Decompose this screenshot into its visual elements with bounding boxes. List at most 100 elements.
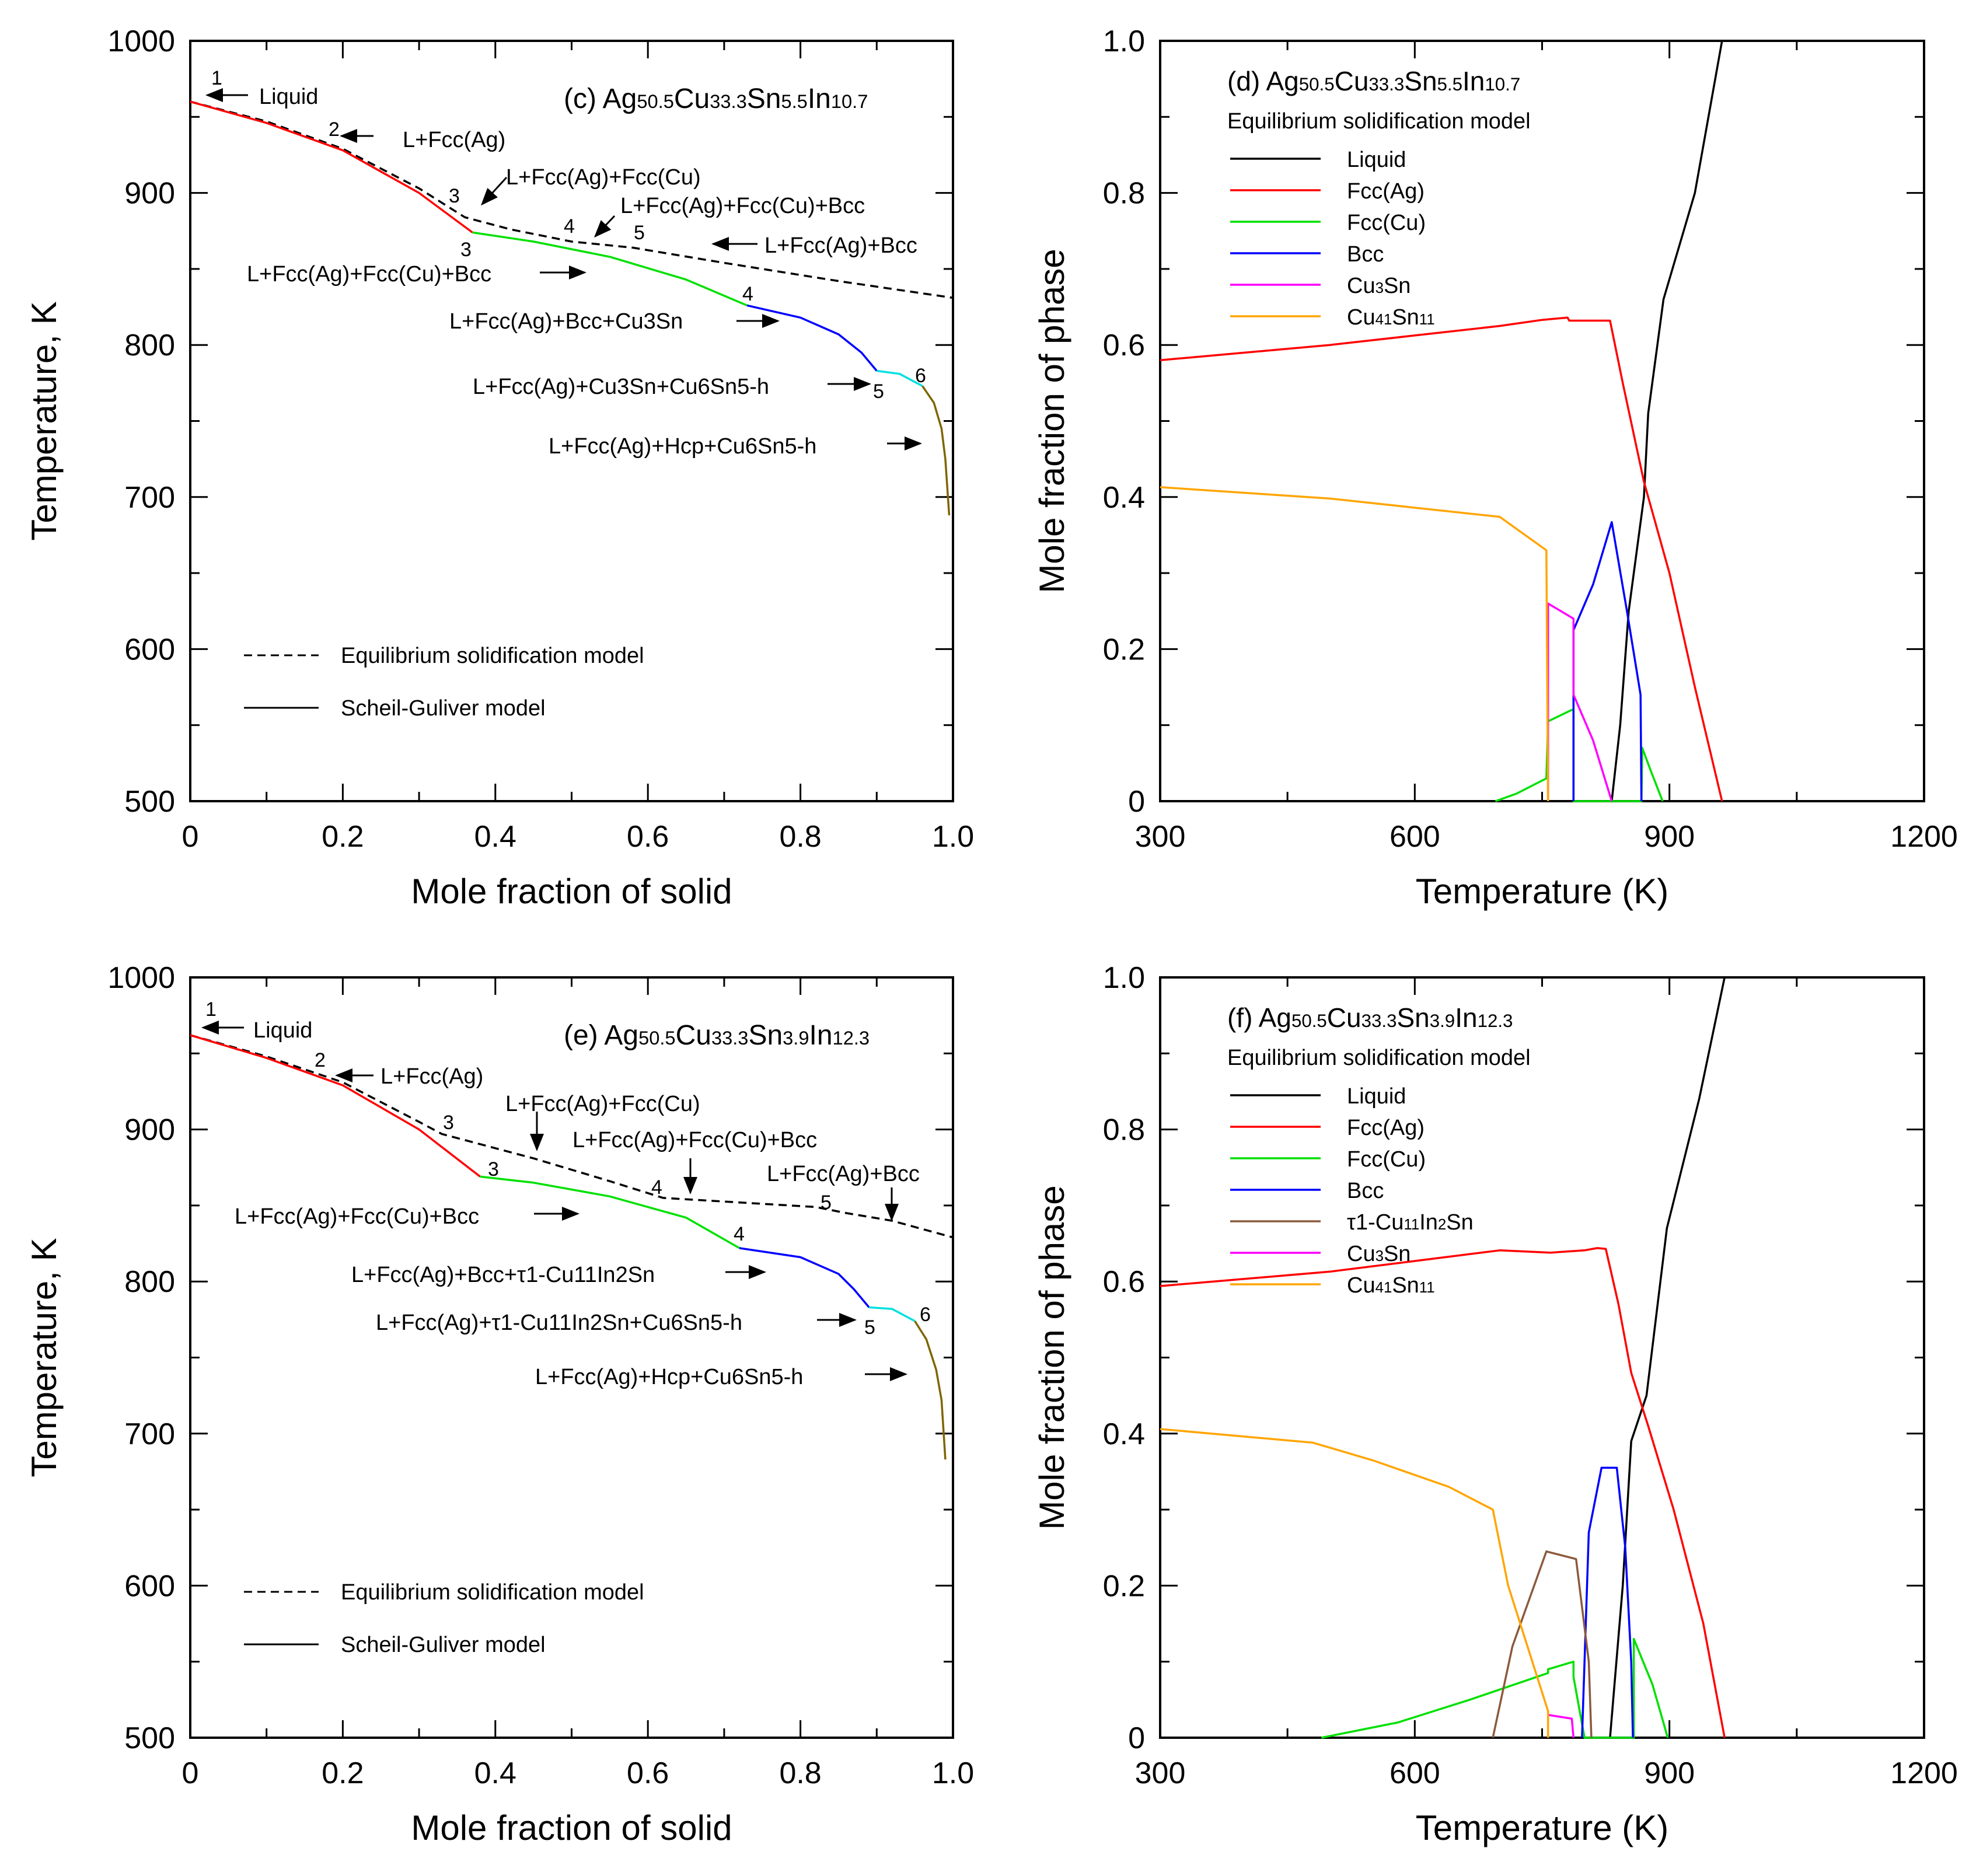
panel-c-phase-label: L+Fcc(Ag)+Fcc(Cu)+Bcc	[620, 194, 865, 218]
panel-c-point-number: 6	[915, 365, 926, 387]
panel-c-series-l-fcc-ag-bcc-cu3sn	[746, 304, 878, 372]
panel-c-point-number: 4	[742, 283, 753, 305]
panel-c-y-tick-label: 800	[124, 329, 175, 362]
panel-d-x-tick-label: 900	[1644, 820, 1695, 854]
panel-c-y-axis-title: Temperature, K	[25, 301, 64, 540]
panel-e-series-equilibrium-solidification-model	[190, 1034, 953, 1239]
panel-e-point-number: 4	[651, 1176, 662, 1199]
panel-e-phase-label: L+Fcc(Ag)+Hcp+Cu6Sn5-h	[535, 1365, 803, 1389]
panel-c-point-number: 5	[634, 222, 645, 244]
panel-f-x-tick-label: 1200	[1890, 1756, 1958, 1790]
panel-f	[1159, 976, 1925, 1739]
panel-c-series-l-fcc-ag	[190, 100, 473, 233]
panel-c-phase-label: L+Fcc(Ag)+Bcc	[764, 233, 917, 258]
panel-e-point-number: 1	[205, 998, 217, 1021]
panel-d-legend-label: Cu41Sn11	[1347, 305, 1435, 330]
panel-d-y-tick-label: 0.6	[1103, 329, 1145, 362]
panel-e-x-tick-label: 0.4	[474, 1756, 516, 1790]
panel-f-series-1-cu11in2sn	[1492, 1550, 1593, 1738]
panel-c-phase-label: L+Fcc(Ag)+Fcc(Cu)	[506, 165, 701, 190]
panel-e	[189, 976, 954, 1739]
panel-d-legend-label: Cu3Sn	[1347, 274, 1411, 298]
panel-f-legend-label: Liquid	[1347, 1084, 1406, 1109]
panel-d-legend-label: Bcc	[1347, 242, 1384, 267]
panel-e-y-tick-label: 800	[124, 1265, 175, 1299]
panel-f-y-tick-label: 0.4	[1103, 1417, 1145, 1451]
panel-f-series-cu41sn11	[1160, 1428, 1549, 1738]
panel-f-subtitle: Equilibrium solidification model	[1227, 1046, 1531, 1070]
panel-f-series-liquid	[1609, 976, 1924, 1738]
panel-d-series-fcc-ag	[1160, 316, 1723, 802]
panel-e-legend-scheil: Scheil-Guliver model	[341, 1633, 546, 1657]
panel-c-phase-label: L+Fcc(Ag)+Fcc(Cu)+Bcc	[247, 262, 491, 287]
panel-c-phase-label: Liquid	[259, 85, 318, 109]
panel-f-legend-label: Fcc(Cu)	[1347, 1147, 1426, 1172]
panel-c-series-l-fcc-ag-cu3sn-cu6sn5-h	[877, 369, 923, 387]
panel-d-series-cu41sn11	[1160, 486, 1549, 802]
panel-d-series-bcc	[1572, 521, 1643, 802]
panel-f-x-tick-label: 600	[1390, 1756, 1440, 1790]
panel-d-legend-label: Fcc(Ag)	[1347, 179, 1425, 204]
panel-e-phase-label: Liquid	[253, 1018, 312, 1043]
panel-d-legend-label: Fcc(Cu)	[1347, 211, 1426, 235]
panel-c-legend-equilibrium: Equilibrium solidification model	[341, 644, 644, 668]
panel-d-series-fcc-cu	[1495, 708, 1664, 802]
panel-c-phase-label: L+Fcc(Ag)	[403, 128, 505, 152]
panel-d-y-tick-label: 0	[1128, 785, 1145, 819]
panel-f-series-fcc-ag	[1160, 1247, 1726, 1738]
panel-c-y-tick-label: 500	[124, 785, 175, 819]
panel-f-y-tick-label: 0.6	[1103, 1265, 1145, 1299]
panel-c-x-tick-label: 1.0	[932, 820, 974, 854]
panel-c-point-number: 5	[873, 380, 884, 403]
panel-c-series-l-fcc-ag-fcc-cu-bcc	[472, 231, 748, 307]
panel-c-x-axis-title: Mole fraction of solid	[411, 872, 732, 911]
panel-d-y-tick-label: 1.0	[1103, 25, 1145, 58]
panel-d-title: (d) Ag50.5Cu33.3Sn5.5In10.7	[1227, 66, 1520, 96]
panel-d-x-tick-label: 300	[1135, 820, 1186, 854]
panel-e-phase-label: L+Fcc(Ag)+Bcc	[767, 1162, 920, 1186]
panel-f-y-axis-title: Mole fraction of phase	[1032, 1185, 1071, 1529]
panel-e-phase-label: L+Fcc(Ag)+τ1-Cu11In2Sn+Cu6Sn5-h	[376, 1311, 742, 1335]
panel-f-legend-label: τ1-Cu11In2Sn	[1347, 1210, 1474, 1235]
panel-e-title: (e) Ag50.5Cu33.3Sn3.9In12.3	[564, 1020, 870, 1051]
panel-e-y-tick-label: 500	[124, 1721, 175, 1755]
panel-c-y-tick-label: 700	[124, 481, 175, 515]
panel-f-series-cu3sn	[1548, 1714, 1575, 1738]
panel-e-series-l-fcc-ag-bcc-t1-cu11in2sn	[739, 1247, 870, 1308]
panel-c-point-number: 4	[564, 215, 575, 237]
panel-f-plot-frame	[1159, 976, 1925, 1739]
panel-c-title: (c) Ag50.5Cu33.3Sn5.5In10.7	[564, 83, 868, 114]
panel-c-y-tick-label: 600	[124, 633, 175, 666]
panel-e-series-l-fcc-ag	[190, 1034, 481, 1178]
panel-e-point-number: 4	[734, 1223, 745, 1245]
panel-e-y-tick-label: 600	[124, 1569, 175, 1603]
panel-c-x-tick-label: 0.4	[474, 820, 516, 854]
panel-d-y-axis-title: Mole fraction of phase	[1032, 249, 1071, 593]
panel-f-series-bcc	[1581, 1466, 1634, 1738]
panel-e-x-tick-label: 0.8	[779, 1756, 821, 1790]
panel-c-phase-label: L+Fcc(Ag)+Cu3Sn+Cu6Sn5-h	[473, 375, 769, 399]
panel-c-phase-label: L+Fcc(Ag)+Hcp+Cu6Sn5-h	[549, 434, 816, 459]
panel-f-legend-label: Cu41Sn11	[1347, 1273, 1435, 1298]
panel-e-y-tick-label: 700	[124, 1417, 175, 1451]
panel-e-x-tick-label: 0.6	[627, 1756, 669, 1790]
panel-c-phase-label: L+Fcc(Ag)+Bcc+Cu3Sn	[449, 309, 683, 334]
panel-e-phase-label: L+Fcc(Ag)+Fcc(Cu)	[505, 1092, 700, 1116]
panel-d-y-tick-label: 0.8	[1103, 177, 1145, 211]
panel-f-title: (f) Ag50.5Cu33.3Sn3.9In12.3	[1227, 1002, 1513, 1033]
panel-f-legend-label: Cu3Sn	[1347, 1242, 1411, 1266]
panel-e-series-l-fcc-ag-hcp-cu6sn5-h	[914, 1320, 947, 1460]
panel-e-x-tick-label: 0	[182, 1756, 199, 1790]
panel-c-series-l-fcc-ag-hcp-cu6sn5-h	[921, 385, 951, 516]
panel-e-series-l-fcc-ag-fcc-cu-bcc	[480, 1175, 740, 1249]
panel-d-y-tick-label: 0.2	[1103, 633, 1145, 666]
panel-f-legend-label: Fcc(Ag)	[1347, 1116, 1425, 1140]
panel-f-y-tick-label: 0	[1128, 1721, 1145, 1755]
panel-e-point-number: 3	[443, 1112, 454, 1134]
panel-e-series-l-fcc-ag-t1-cu11in2sn-cu6sn5-h	[869, 1306, 916, 1322]
panel-f-legend-label: Bcc	[1347, 1179, 1384, 1203]
panel-c-point-number: 3	[449, 185, 460, 207]
panel-c-point-number: 3	[460, 239, 472, 261]
panel-d-x-tick-label: 1200	[1890, 820, 1958, 854]
